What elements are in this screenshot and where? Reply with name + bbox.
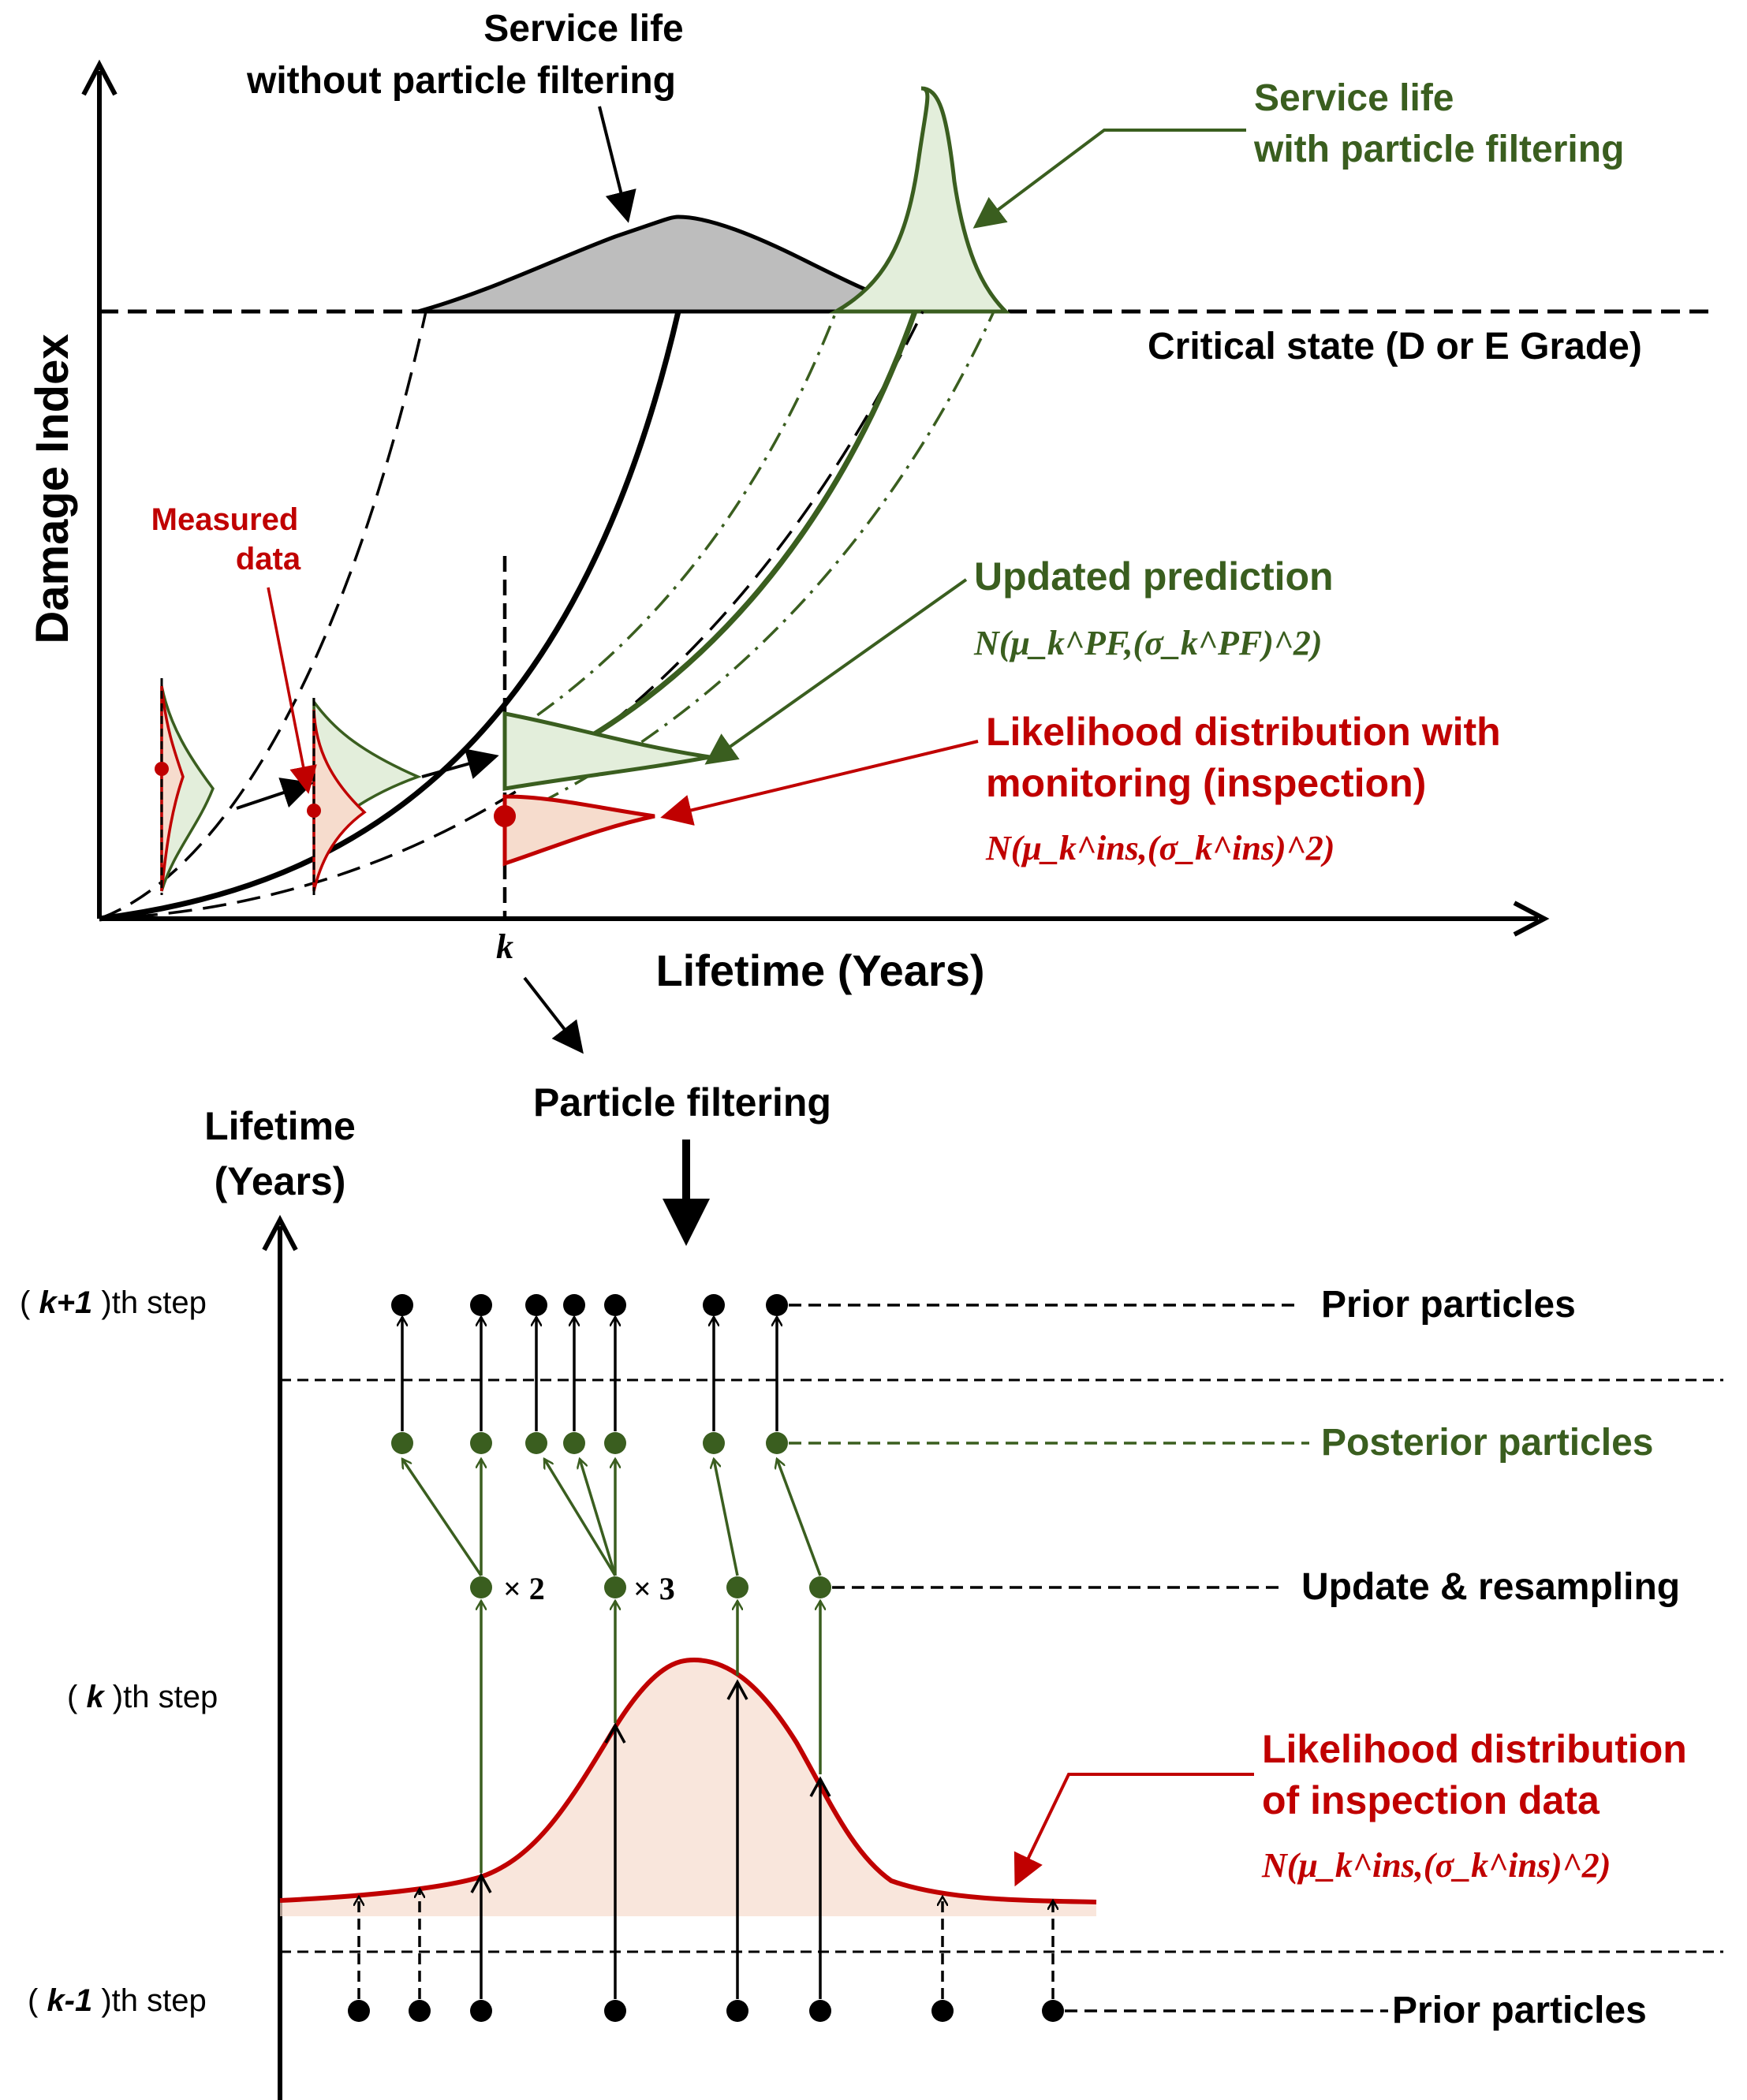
particle xyxy=(766,1294,788,1316)
measured-point-1 xyxy=(155,762,169,776)
arrow-updated-prediction xyxy=(704,578,968,765)
measured-point-2 xyxy=(307,804,321,818)
mean-prediction-curve xyxy=(99,311,681,922)
updated-upper-curve xyxy=(504,311,838,739)
service-life-without-pf-distribution xyxy=(417,214,924,314)
particle xyxy=(563,1432,585,1454)
inspection-likelihood-line1: Likelihood distribution xyxy=(1262,1727,1687,1771)
top-x-axis-arrowhead xyxy=(1513,901,1550,937)
bottom-y-axis-arrowhead xyxy=(262,1214,298,1251)
step-arrow-1 xyxy=(236,778,314,810)
particle-filtering-label: Particle filtering xyxy=(533,1080,831,1125)
arrow-to-with-pf xyxy=(972,129,1246,229)
likelihood-formula: N(μ_k^ins,(σ_k^ins)^2) xyxy=(985,829,1335,867)
posterior-particles-label: Posterior particles xyxy=(1321,1422,1654,1464)
k-label: k xyxy=(496,927,513,966)
small-likelihood-distribution-1 xyxy=(160,685,185,892)
resampled-particles xyxy=(470,1576,831,1598)
top-chart: k Damage Index Lifetime (Years) Critical… xyxy=(27,8,1715,1054)
measured-data-line1: Measured xyxy=(151,502,299,537)
step-k-minus-1-label: ( k-1 )th step xyxy=(28,1983,207,2018)
particle xyxy=(703,1432,725,1454)
top-y-axis-arrowhead xyxy=(81,59,118,96)
particle xyxy=(766,1432,788,1454)
particle xyxy=(604,2000,626,2022)
inspection-likelihood-formula: N(μ_k^ins,(σ_k^ins)^2) xyxy=(1261,1846,1611,1885)
times-3-label: × 3 xyxy=(633,1571,675,1606)
arrow-measured-data xyxy=(267,587,317,794)
k-to-pf-arrow xyxy=(523,976,584,1054)
particle xyxy=(604,1576,626,1598)
step-arrow-2 xyxy=(421,748,499,779)
critical-state-label: Critical state (D or E Grade) xyxy=(1148,326,1642,367)
bottom-diagram: Lifetime (Years) Particle filtering ( k+… xyxy=(20,1080,1723,2100)
small-prior-distribution-1 xyxy=(160,685,215,892)
arrow-likelihood xyxy=(660,740,979,826)
inspection-likelihood-curve xyxy=(279,1657,1097,1904)
step-k-label: ( k )th step xyxy=(67,1680,218,1714)
particle xyxy=(604,1432,626,1454)
particle xyxy=(604,1294,626,1316)
particle xyxy=(470,1294,492,1316)
particle xyxy=(525,1294,547,1316)
prior-particles-bottom xyxy=(348,2000,1064,2022)
particle xyxy=(470,1432,492,1454)
particle xyxy=(809,2000,831,2022)
step-k-plus-1-label: ( k+1 )th step xyxy=(20,1285,207,1320)
particle xyxy=(931,2000,954,2022)
top-x-axis-label: Lifetime (Years) xyxy=(655,946,984,995)
prior-particles-top xyxy=(391,1294,788,1316)
upper-bound-curve xyxy=(99,311,427,920)
service-life-with-line1: Service life xyxy=(1254,77,1454,119)
service-life-with-line2: with particle filtering xyxy=(1253,129,1624,170)
prior-particles-top-label: Prior particles xyxy=(1321,1284,1576,1326)
prior-particles-bottom-label: Prior particles xyxy=(1392,1990,1647,2031)
particle xyxy=(409,2000,431,2022)
update-resampling-label: Update & resampling xyxy=(1301,1566,1680,1608)
particle xyxy=(470,1576,492,1598)
particle xyxy=(563,1294,585,1316)
posterior-particles xyxy=(391,1432,788,1454)
updated-prediction-label: Updated prediction xyxy=(974,554,1334,599)
top-y-axis-label: Damage Index xyxy=(27,334,78,643)
particle xyxy=(726,2000,748,2022)
particle xyxy=(391,1432,413,1454)
times-2-label: × 2 xyxy=(503,1571,545,1606)
updated-prediction-formula: N(μ_k^PF,(σ_k^PF)^2) xyxy=(973,624,1323,662)
service-life-without-line1: Service life xyxy=(483,8,684,50)
arrow-to-without-pf xyxy=(598,106,636,223)
bottom-y-label-line1: Lifetime xyxy=(204,1104,356,1148)
particle xyxy=(703,1294,725,1316)
measured-point-k xyxy=(494,805,516,827)
likelihood-line2: monitoring (inspection) xyxy=(986,761,1426,805)
arrow-inspection-likelihood xyxy=(1013,1773,1254,1887)
particle xyxy=(391,1294,413,1316)
particle xyxy=(726,1576,748,1598)
particle xyxy=(809,1576,831,1598)
small-likelihood-distribution-2 xyxy=(312,709,367,892)
likelihood-distribution-k xyxy=(502,794,655,867)
inspection-likelihood-fill xyxy=(280,1660,1096,1916)
particle xyxy=(525,1432,547,1454)
bottom-y-label-line2: (Years) xyxy=(215,1159,346,1203)
particle xyxy=(348,2000,370,2022)
service-life-without-line2: without particle filtering xyxy=(246,60,676,102)
likelihood-line1: Likelihood distribution with xyxy=(986,710,1501,754)
particle xyxy=(1042,2000,1064,2022)
inspection-likelihood-line2: of inspection data xyxy=(1262,1778,1600,1822)
measured-data-line2: data xyxy=(236,542,301,576)
service-life-with-pf-distribution xyxy=(828,86,1011,314)
particle xyxy=(470,2000,492,2022)
